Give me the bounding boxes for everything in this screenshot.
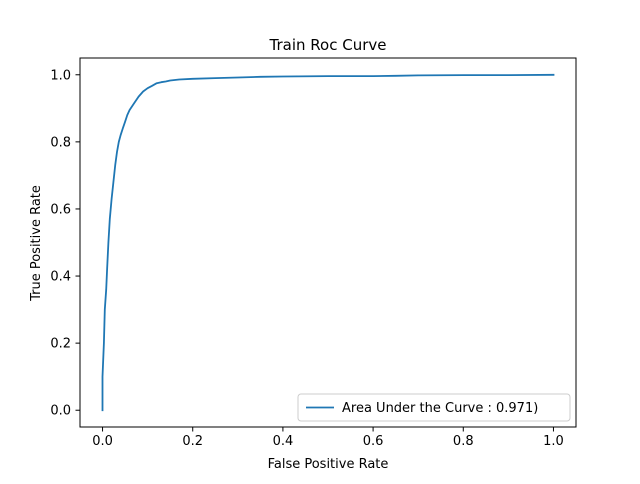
x-axis-ticks: 0.0 0.2 0.4 0.6 0.8 1.0	[92, 427, 564, 449]
x-tick-label: 0.6	[363, 434, 384, 449]
y-axis-label: True Positive Rate	[29, 185, 44, 302]
series-line	[101, 73, 555, 412]
y-axis-ticks: 0.0 0.2 0.4 0.6 0.8 1.0	[50, 68, 80, 419]
y-tick-label: 0.8	[50, 135, 71, 150]
y-tick-label: 1.0	[50, 68, 71, 83]
plot-frame	[79, 57, 577, 428]
x-tick-label: 1.0	[543, 434, 564, 449]
series-layer	[101, 73, 555, 412]
x-tick-label: 0.0	[92, 434, 113, 449]
legend-box	[297, 393, 571, 422]
chart-title: Train Roc Curve	[269, 36, 387, 54]
y-tick-label: 0.6	[50, 202, 71, 217]
y-tick-label: 0.0	[50, 404, 71, 419]
x-axis-label: False Positive Rate	[268, 457, 389, 472]
x-tick-label: 0.8	[453, 434, 474, 449]
legend: Area Under the Curve : 0.971)	[297, 393, 571, 422]
y-tick-label: 0.4	[50, 270, 71, 285]
y-tick-label: 0.2	[50, 337, 71, 352]
x-tick-label: 0.2	[182, 434, 203, 449]
legend-label: Area Under the Curve : 0.971)	[342, 401, 538, 416]
x-tick-label: 0.4	[273, 434, 294, 449]
